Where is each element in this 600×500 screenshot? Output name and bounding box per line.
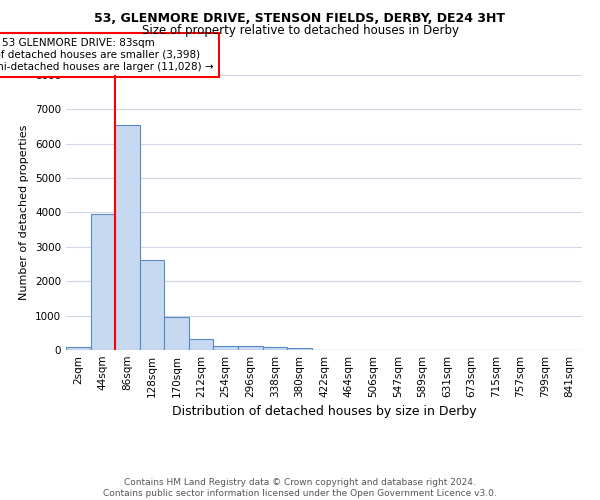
Bar: [263, 348, 287, 350]
Bar: [238, 346, 263, 350]
Bar: [66, 348, 91, 350]
Text: Contains HM Land Registry data © Crown copyright and database right 2024.
Contai: Contains HM Land Registry data © Crown c…: [103, 478, 497, 498]
Y-axis label: Number of detached properties: Number of detached properties: [19, 125, 29, 300]
Text: Size of property relative to detached houses in Derby: Size of property relative to detached ho…: [142, 24, 458, 37]
Bar: [115, 125, 140, 350]
Text: 53, GLENMORE DRIVE, STENSON FIELDS, DERBY, DE24 3HT: 53, GLENMORE DRIVE, STENSON FIELDS, DERB…: [95, 12, 505, 26]
Bar: [189, 339, 214, 350]
Bar: [287, 348, 312, 350]
Bar: [140, 260, 164, 350]
Bar: [91, 214, 115, 350]
Bar: [214, 346, 238, 350]
X-axis label: Distribution of detached houses by size in Derby: Distribution of detached houses by size …: [172, 406, 476, 418]
Bar: [164, 317, 189, 350]
Text: 53 GLENMORE DRIVE: 83sqm
← 23% of detached houses are smaller (3,398)
76% of sem: 53 GLENMORE DRIVE: 83sqm ← 23% of detach…: [0, 38, 214, 72]
